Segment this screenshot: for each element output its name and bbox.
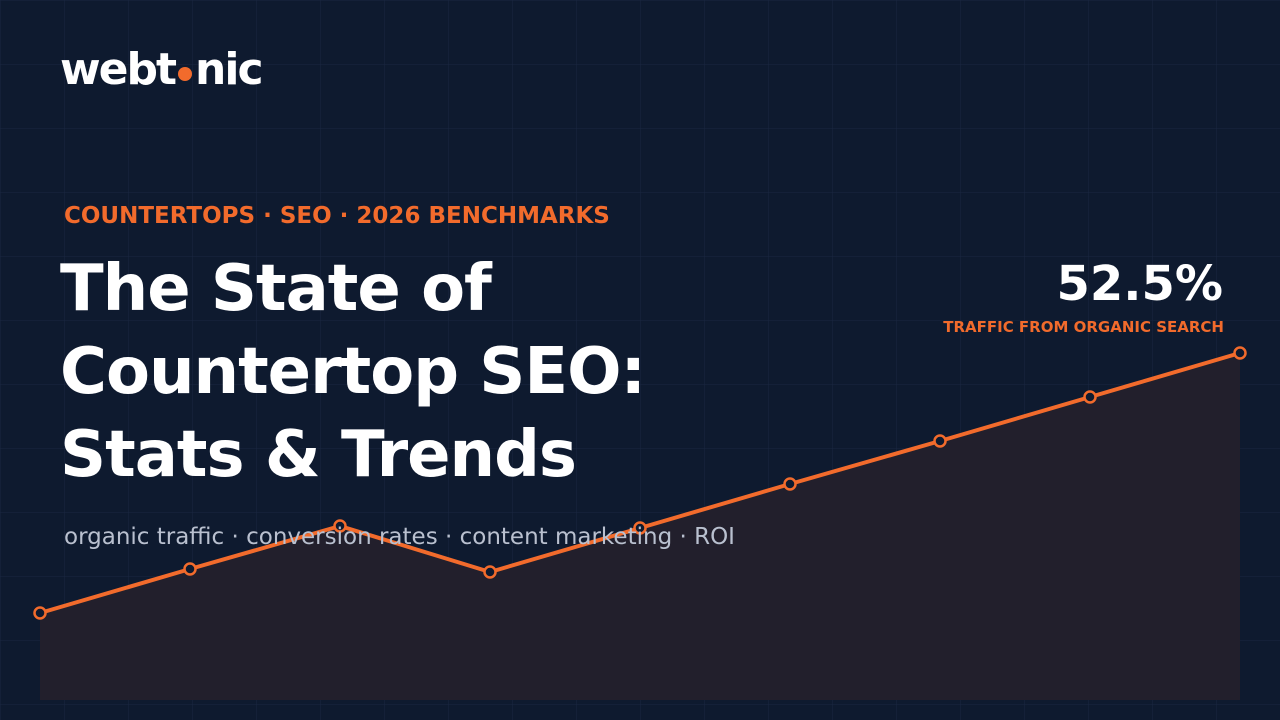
trend-area (40, 353, 1240, 700)
stat-label: TRAFFIC FROM ORGANIC SEARCH (943, 318, 1224, 336)
title: The State of Countertop SEO: Stats & Tre… (60, 248, 646, 497)
kicker: COUNTERTOPS · SEO · 2026 BENCHMARKS (64, 203, 610, 229)
logo-text: webt (60, 44, 177, 95)
logo-dot (178, 66, 193, 81)
trend-points (33, 346, 1247, 620)
logo-text: nic (195, 44, 263, 95)
title-line: Countertop SEO: (60, 335, 646, 409)
title-line: The State of (60, 252, 492, 326)
title-line: Stats & Trends (60, 418, 577, 492)
logo: webt nic (60, 44, 264, 95)
stat-value: 52.5% (1056, 256, 1223, 312)
subtitle: organic traffic · conversion rates · con… (64, 524, 735, 550)
